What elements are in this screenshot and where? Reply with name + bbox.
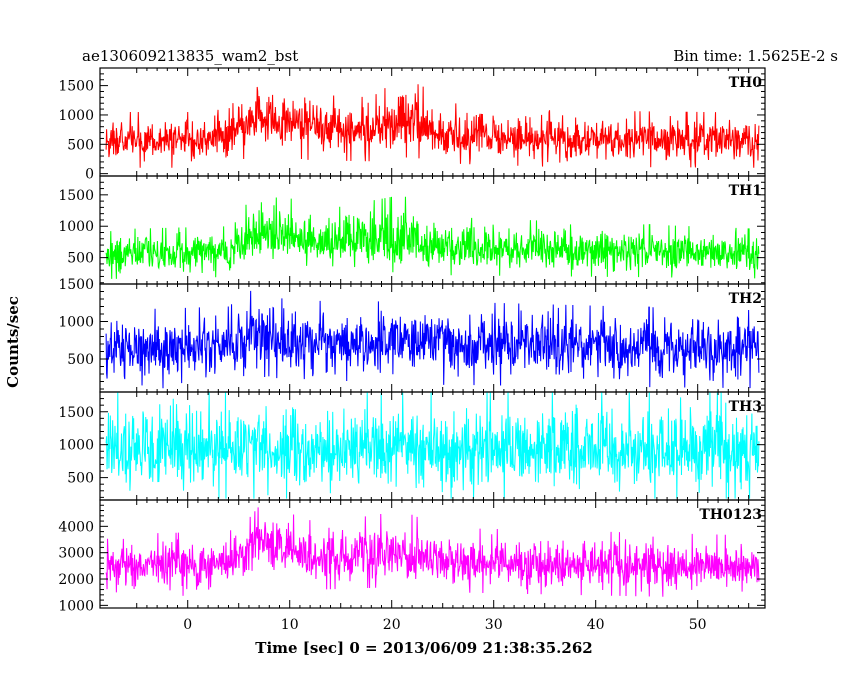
panel-label-th3: TH3: [729, 399, 762, 415]
x-axis-title: Time [sec] 0 = 2013/06/09 21:38:35.262: [255, 639, 592, 657]
y-tick-label: 500: [67, 251, 94, 267]
y-tick-label: 1000: [58, 438, 94, 454]
series-th1: [105, 196, 760, 279]
y-tick-label: 1500: [58, 277, 94, 293]
y-axis-title: Counts/sec: [4, 296, 22, 388]
y-tick-label: 500: [67, 471, 94, 487]
y-tick-label: 1000: [58, 108, 94, 124]
series-th3: [105, 392, 760, 499]
panel-label-th0: TH0: [729, 75, 763, 91]
chart-title-left: ae130609213835_wam2_bst: [82, 47, 298, 65]
y-tick-label: 1000: [58, 219, 94, 235]
chart-title-right: Bin time: 1.5625E-2 s: [673, 47, 838, 65]
series-th0123: [105, 507, 760, 597]
series-th0: [105, 84, 760, 168]
panel-th0: 0 500 1000 1500 TH0: [58, 67, 766, 183]
y-tick-label: 2000: [58, 572, 94, 588]
panel-th1: 500 1000 1500 TH1: [58, 175, 766, 285]
y-tick-label: 500: [67, 137, 94, 153]
y-tick-label: 0: [85, 167, 94, 183]
x-tick-label: 50: [689, 617, 707, 633]
x-tick-label: 10: [281, 617, 299, 633]
y-tick-label: 500: [67, 352, 94, 368]
y-tick-label: 1000: [58, 315, 94, 331]
panel-label-th0123: TH0123: [699, 507, 762, 523]
panel-label-th1: TH1: [729, 183, 762, 199]
y-tick-label: 1500: [58, 405, 94, 421]
x-tick-label: 40: [587, 617, 605, 633]
x-tick-label: 20: [383, 617, 401, 633]
panel-frame: [99, 175, 766, 285]
panel-label-th2: TH2: [729, 291, 762, 307]
y-tick-label: 1000: [58, 598, 94, 614]
panel-th0123: 1000 2000 3000 4000 TH0123: [58, 499, 766, 614]
y-tick-label: 1500: [58, 79, 94, 95]
panel-th3: 500 1000 1500 TH3: [58, 391, 766, 501]
series-th2: [105, 290, 760, 389]
x-tick-label: 0: [183, 617, 192, 633]
panel-th2: 500 1000 1500 TH2: [58, 277, 766, 393]
x-tick-label: 30: [485, 617, 503, 633]
y-tick-label: 4000: [58, 519, 94, 535]
y-tick-label: 1500: [58, 188, 94, 204]
y-tick-label: 3000: [58, 546, 94, 562]
